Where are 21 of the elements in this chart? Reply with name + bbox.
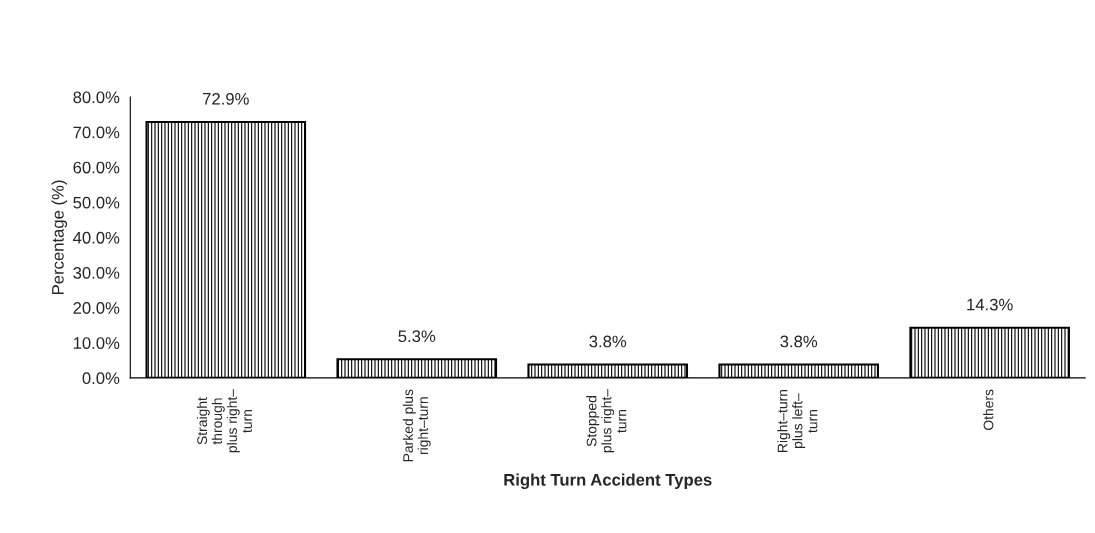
data-label: 72.9% bbox=[203, 92, 249, 105]
y-tick-label: 70.0% bbox=[73, 126, 120, 139]
x-tick-label: Stopped plus right– turn bbox=[586, 389, 627, 453]
x-tick-label: Straight through plus right– turn bbox=[196, 389, 252, 453]
x-tick-label: Parked plus right–turn bbox=[402, 389, 431, 462]
y-axis-title: Percentage (%) bbox=[51, 180, 68, 294]
y-tick-label: 0.0% bbox=[82, 372, 120, 385]
x-tick-label: Right–turn plus left– turn bbox=[777, 389, 818, 452]
x-tick-label: Others bbox=[983, 389, 994, 431]
data-label: 3.8% bbox=[780, 335, 818, 348]
y-tick-label: 50.0% bbox=[73, 196, 120, 209]
y-tick-label: 80.0% bbox=[73, 91, 120, 104]
y-tick-label: 30.0% bbox=[73, 266, 120, 279]
data-label: 3.8% bbox=[589, 335, 627, 348]
y-tick-label: 10.0% bbox=[73, 337, 120, 349]
x-axis-title: Right Turn Accident Types bbox=[504, 473, 712, 490]
y-tick-label: 20.0% bbox=[73, 302, 120, 314]
y-tick-label: 60.0% bbox=[73, 161, 120, 174]
y-tick-label: 40.0% bbox=[73, 231, 120, 244]
data-label: 5.3% bbox=[398, 330, 436, 343]
data-label: 14.3% bbox=[967, 298, 1013, 311]
